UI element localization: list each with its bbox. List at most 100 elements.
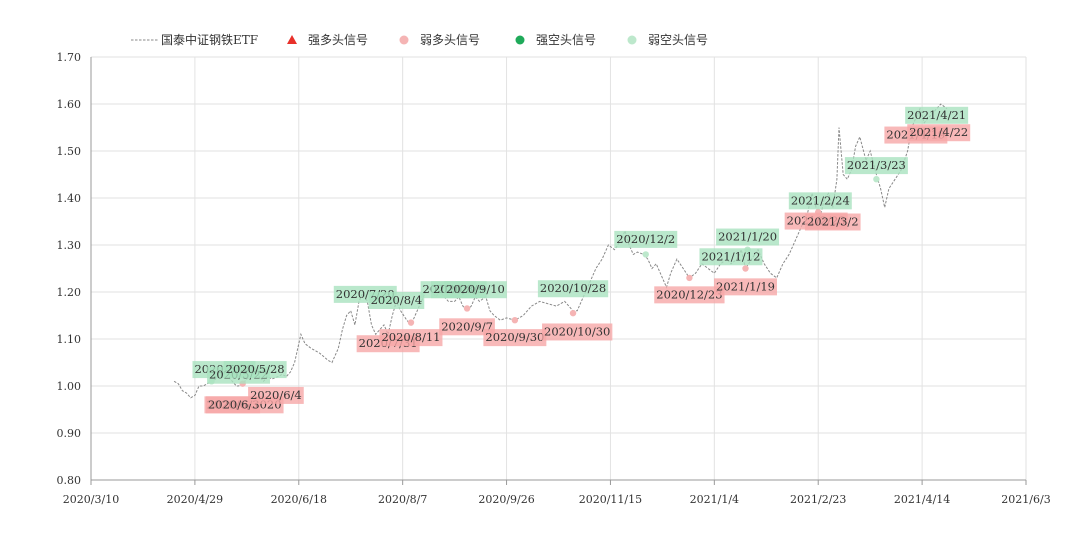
legend-label: 强多头信号 [308, 33, 368, 47]
x-tick-label: 2021/2/23 [790, 493, 846, 506]
annotation-text: 2021/2/24 [791, 193, 850, 207]
annotation-label: 2020/5/28 [223, 361, 287, 379]
legend-swatch [287, 35, 297, 44]
y-tick-label: 1.50 [57, 145, 82, 158]
legend-item: 弱多头信号 [399, 33, 480, 47]
annotation-text: 2020/10/30 [544, 324, 610, 338]
signal-marker [511, 317, 519, 324]
annotation-label: 2020/10/30 [542, 323, 613, 341]
legend-swatch [515, 35, 525, 45]
annotation-text: 2021/4/21 [907, 108, 966, 122]
annotation-text: 2020/9/30 [485, 330, 544, 344]
legend-label: 弱空头信号 [648, 33, 708, 47]
annotation-box [379, 329, 443, 347]
signal-marker [407, 319, 415, 326]
legend: 国泰中证钢铁ETF 强多头信号 弱多头信号 强空头信号 弱空头信号 [131, 32, 708, 47]
signal-marker [742, 265, 749, 272]
series-line-layer [173, 103, 948, 399]
x-tick-label: 2020/6/18 [271, 493, 327, 506]
grid-layer [91, 56, 1027, 481]
annotation-text: 2020/5/28 [226, 362, 285, 376]
annotation-text: 2021/1/12 [701, 249, 760, 263]
y-tick-label: 1.00 [57, 380, 82, 393]
annotation-label: 2020/8/11 [379, 329, 443, 347]
y-tick-label: 1.40 [57, 192, 82, 205]
legend-label: 弱多头信号 [420, 33, 480, 47]
annotation-box [714, 278, 777, 296]
legend-item: 国泰中证钢铁ETF [131, 32, 258, 47]
annotation-label: 2020/6/4 [248, 386, 304, 404]
annotation-box [788, 192, 852, 210]
annotation-box [699, 248, 763, 266]
annotation-label: 2020/8/4 [368, 291, 425, 309]
y-tick-label: 1.70 [57, 51, 82, 64]
legend-item: 强空头信号 [515, 33, 596, 47]
x-tick-label: 2021/4/14 [894, 493, 950, 506]
annotation-box [614, 230, 678, 248]
legend-label: 国泰中证钢铁ETF [161, 32, 258, 47]
annotation-box [907, 124, 971, 142]
annotation-box [223, 361, 287, 379]
axes: 0.80 0.90 1.00 1.10 1.20 1.30 1.40 1.50 1.60 1.70… [57, 51, 1051, 506]
annotation-label: 2021/1/20 [716, 228, 780, 246]
annotation-box [716, 228, 780, 246]
x-tick-label: 2020/11/15 [579, 493, 642, 506]
signal-marker [463, 305, 471, 312]
annotation-text: 2020/12/23 [656, 287, 722, 301]
annotation-text: 2021/1/19 [716, 279, 775, 293]
annotation-box [654, 286, 725, 304]
annotation-box [804, 213, 861, 231]
annotation-label: 2020/12/23 [654, 286, 725, 304]
annotation-label: 2020/9/10 [443, 281, 507, 299]
annotation-box [542, 323, 613, 341]
y-tick-label: 1.60 [57, 98, 82, 111]
annotation-label: 2020/12/2 [614, 230, 678, 248]
annotation-label: 2021/3/2 [804, 213, 861, 231]
annotation-text: 2020/8/4 [371, 293, 423, 307]
x-tick-label: 2020/8/7 [378, 493, 427, 506]
annotation-text: 2020/9/7 [441, 319, 493, 333]
annotation-text: 2021/1/20 [718, 230, 777, 244]
y-tick-label: 1.20 [57, 286, 82, 299]
annotation-label: 2021/4/21 [905, 106, 969, 124]
signal-marker [642, 251, 649, 258]
annotation-box [443, 281, 507, 299]
y-tick-label: 0.90 [57, 427, 82, 440]
legend-item: 强多头信号 [287, 33, 368, 47]
legend-swatch [627, 35, 637, 45]
x-tick-label: 2020/4/29 [167, 493, 223, 506]
annotation-text: 2021/4/22 [909, 125, 968, 139]
legend-swatch [399, 35, 409, 45]
y-tick-label: 0.80 [57, 474, 82, 487]
x-tick-label: 2021/1/4 [690, 493, 739, 506]
annotation-box [439, 318, 495, 336]
annotation-text: 2020/8/11 [381, 330, 440, 344]
annotation-text: 2020/6/4 [250, 388, 302, 402]
annotation-box [905, 106, 969, 124]
series-line [173, 103, 948, 399]
annotation-label: 2021/3/23 [844, 157, 908, 175]
y-tick-label: 1.30 [57, 239, 82, 252]
legend-label: 强空头信号 [536, 33, 596, 47]
annotation-text: 2020/10/28 [540, 281, 606, 295]
signal-marker [569, 309, 577, 317]
annotation-text: 2021/3/2 [807, 215, 859, 229]
annotation-box [483, 329, 547, 347]
legend-item: 弱空头信号 [627, 33, 708, 47]
annotation-label: 2020/9/30 [483, 329, 547, 347]
annotation-text: 2020/12/2 [616, 232, 675, 246]
annotation-box [368, 291, 425, 309]
annotation-label: 2021/4/22 [907, 124, 971, 142]
x-tick-label: 2021/6/3 [1001, 493, 1050, 506]
annotation-label: 2021/2/24 [788, 192, 852, 210]
annotation-label: 2021/1/19 [714, 278, 777, 296]
x-tick-label: 2020/3/10 [63, 493, 119, 506]
annotation-layer: 2020/5/202020/5/222020/5/282020/6/32020/… [192, 106, 971, 414]
signal-marker [873, 176, 880, 183]
annotation-text: 2020/9/10 [446, 282, 505, 296]
x-tick-label: 2020/9/26 [478, 493, 534, 506]
annotation-box [537, 280, 609, 298]
annotation-box [844, 157, 908, 175]
annotation-label: 2021/1/12 [699, 248, 763, 266]
